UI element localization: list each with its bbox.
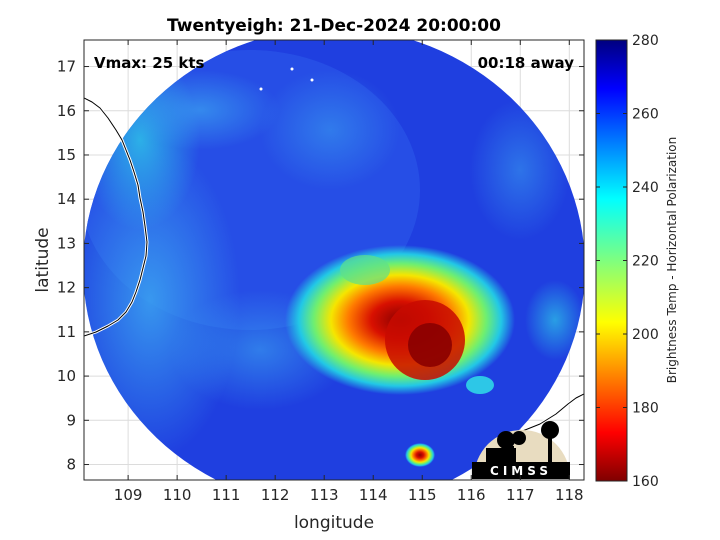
x-tick-label: 118: [555, 486, 584, 504]
colorbar-tick-label: 240: [632, 180, 659, 196]
y-tick-label: 13: [57, 234, 76, 252]
colorbar-tick-label: 200: [632, 327, 659, 343]
x-tick-label: 116: [457, 486, 486, 504]
colorbar: 160 180 200 220 240 260 280 Brightness Temp - …: [595, 33, 679, 490]
x-tick-label: 109: [114, 486, 143, 504]
logo-text: CIMSS: [490, 464, 552, 478]
y-tick-label: 12: [57, 279, 76, 297]
y-axis-label: latitude: [33, 227, 53, 292]
axes-frame: [83, 39, 585, 481]
colorbar-tick-label: 180: [632, 401, 659, 417]
colorbar-tick-label: 160: [632, 474, 659, 490]
x-tick-label: 114: [359, 486, 388, 504]
cimss-logo: CIMSS: [472, 421, 570, 479]
x-tick-label: 113: [310, 486, 339, 504]
colorbar-ticks: 160 180 200 220 240 260 280: [596, 33, 659, 490]
x-tick-label: 115: [408, 486, 437, 504]
time-away-label: 00:18 away: [478, 54, 575, 72]
y-tick-label: 17: [57, 58, 76, 76]
colorbar-label: Brightness Temp - Horizontal Polarizatio…: [665, 137, 679, 384]
colorbar-tick-label: 220: [632, 254, 659, 270]
colorbar-tick-label: 280: [632, 33, 659, 49]
x-tick-label: 112: [261, 486, 290, 504]
x-tick-label: 111: [212, 486, 241, 504]
y-tick-label: 10: [57, 367, 76, 385]
y-tick-label: 15: [57, 146, 76, 164]
colorbar-tick-label: 260: [632, 107, 659, 123]
y-tick-label: 11: [57, 323, 76, 341]
x-axis-ticks: 109 110 111 112 113 114 115 116 117 118: [114, 40, 584, 504]
x-axis-label: longitude: [294, 513, 374, 533]
y-axis-ticks: 8 9 10 11 12 13 14 15 16 17: [57, 58, 584, 474]
y-tick-label: 9: [66, 411, 76, 429]
vmax-label: Vmax: 25 kts: [94, 54, 204, 72]
x-tick-label: 110: [163, 486, 192, 504]
x-tick-label: 117: [506, 486, 535, 504]
y-tick-label: 8: [66, 456, 76, 474]
colorbar-gradient: [595, 39, 628, 482]
plot-title: Twentyeigh: 21-Dec-2024 20:00:00: [167, 16, 501, 36]
y-tick-label: 16: [57, 102, 76, 120]
y-tick-label: 14: [57, 190, 76, 208]
